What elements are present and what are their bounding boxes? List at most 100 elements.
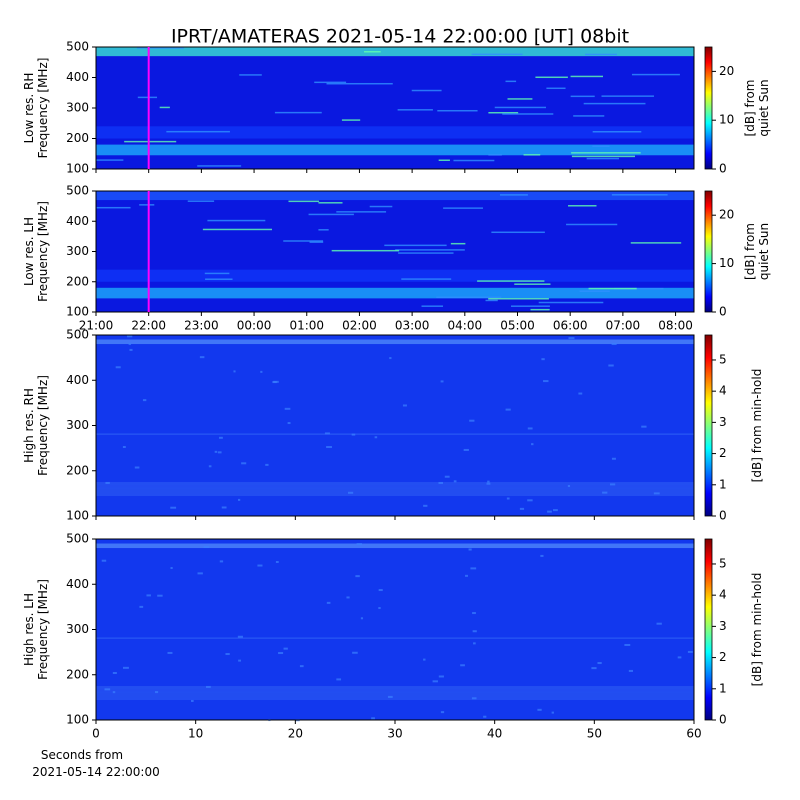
spectrogram-speck (378, 589, 383, 592)
spectrogram-speck (284, 407, 291, 410)
y-tick-label: 100 (66, 509, 89, 523)
y-tick-label: 100 (66, 162, 89, 176)
colorbar-tick-label: 0 (719, 305, 727, 319)
x-tick-label: 01:00 (289, 319, 324, 333)
y-tick-label: 300 (66, 622, 89, 636)
colorbar-label-line: quiet Sun (757, 79, 771, 136)
x-axis-label: Seconds from 2021-05-14 22:00:00 (32, 748, 159, 779)
x-tick-label: 50 (587, 727, 602, 741)
spectrogram-speck (624, 643, 631, 646)
y-tick-label: 400 (66, 577, 89, 591)
spectrogram-speck (571, 152, 641, 154)
colorbar (704, 538, 713, 721)
spectrogram-speck (146, 594, 151, 597)
spectrogram-band (96, 144, 694, 156)
spectrogram-speck (438, 159, 450, 161)
title: IPRT/AMATERAS 2021-05-14 22:00:00 [UT] 0… (171, 26, 629, 48)
spectrogram-speck (238, 498, 241, 501)
spectrogram-speck (309, 241, 324, 243)
colorbar-tick-label: 5 (719, 352, 727, 366)
colorbar (704, 46, 713, 170)
spectrogram-speck (217, 451, 222, 454)
spectrogram-speck (324, 432, 330, 435)
y-axis-label: High res. LHFrequency [MHz] (22, 579, 50, 680)
spectrogram-speck (592, 130, 642, 133)
spectrogram-speck (355, 575, 360, 578)
spectrogram-speck (611, 343, 617, 346)
x-tick-label: 60 (686, 727, 701, 741)
spectrogram-speck (530, 308, 550, 311)
spectrogram-speck (631, 73, 680, 76)
y-tick-label: 300 (66, 101, 89, 115)
spectrogram-speck (570, 75, 603, 78)
x-tick-label: 30 (387, 727, 402, 741)
spectrogram-speck (527, 427, 533, 430)
spectrogram-speck (423, 504, 428, 507)
colorbar (704, 190, 713, 313)
colorbar-tick-label: 0 (719, 713, 727, 727)
colorbar-tick-label: 20 (719, 64, 734, 78)
spectrogram-speck (608, 364, 614, 367)
spectrogram (96, 539, 694, 720)
x-tick-label: 40 (487, 727, 502, 741)
spectrogram-speck (453, 480, 457, 483)
colorbar-label-line: [dB] from min-hold (750, 369, 764, 483)
spectrogram-speck (628, 669, 634, 672)
spectrogram-speck (233, 370, 236, 373)
spectrogram-speck (283, 240, 324, 242)
spectrogram-speck (591, 667, 597, 670)
spectrogram-speck (331, 249, 400, 252)
spectrogram-speck (540, 554, 544, 557)
spectrogram-speck (170, 506, 177, 509)
spectrogram-speck (128, 343, 131, 346)
spectrogram-speck (687, 650, 693, 653)
spectrogram-speck (346, 596, 350, 599)
spectrogram-speck (204, 272, 230, 275)
spectrogram-speck (597, 662, 602, 665)
spectrogram-band (96, 47, 694, 57)
spectrogram-speck (470, 567, 477, 570)
spectrogram-speck (197, 165, 242, 167)
spectrogram-speck (205, 278, 233, 280)
spectrogram-speck (369, 205, 393, 208)
spectrogram-speck (611, 457, 616, 460)
colorbar-tick-label: 2 (719, 650, 727, 664)
spectrogram-band (96, 191, 694, 201)
spectrogram-speck (157, 594, 163, 597)
x-axis-label-line: 2021-05-14 22:00:00 (32, 765, 159, 779)
spectrogram-speck (237, 635, 243, 638)
spectrogram-speck (514, 283, 551, 285)
spectrogram-speck (653, 492, 660, 495)
spectrogram-speck (219, 560, 224, 563)
spectrogram-speck (641, 425, 647, 428)
colorbar-tick-label: 10 (719, 113, 734, 127)
y-tick-label: 500 (66, 328, 89, 342)
spectrogram-speck (326, 446, 332, 449)
spectrogram-speck (511, 305, 550, 307)
x-tick-label: 02:00 (342, 319, 377, 333)
spectrogram-band (96, 126, 694, 139)
y-axis-label-line: Frequency [MHz] (36, 201, 50, 302)
spectrogram-speck (421, 305, 444, 307)
y-tick-label: 200 (66, 274, 89, 288)
spectrogram-speck (278, 652, 284, 655)
y-axis-label-line: High res. RH (22, 388, 36, 463)
spectrogram-speck (142, 399, 147, 402)
spectrogram-speck (219, 436, 223, 439)
y-tick-label: 100 (66, 713, 89, 727)
spectrogram-speck (272, 381, 277, 384)
spectrogram (96, 335, 694, 516)
spectrogram-speck (199, 356, 205, 359)
spectrogram-speck (443, 207, 483, 209)
spectrogram-speck (401, 278, 452, 280)
spectrogram-speck (124, 140, 177, 143)
spectrogram-speck (570, 95, 595, 98)
x-axis-label-line: Seconds from (41, 748, 123, 762)
spectrogram-speck (398, 252, 454, 254)
colorbar-label-line: [dB] from min-hold (750, 573, 764, 687)
spectrogram-speck (137, 96, 158, 99)
spectrogram-speck (535, 76, 568, 79)
spectrogram-speck (159, 106, 170, 109)
spectrogram-speck (487, 480, 490, 483)
